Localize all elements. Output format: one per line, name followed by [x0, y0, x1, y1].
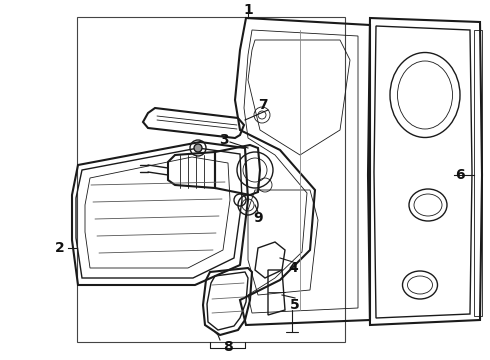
Text: 9: 9: [253, 211, 263, 225]
Text: 1: 1: [243, 3, 253, 17]
Text: 7: 7: [258, 98, 268, 112]
Text: 6: 6: [455, 168, 465, 182]
Text: 4: 4: [288, 261, 298, 275]
Circle shape: [194, 144, 202, 152]
Text: 8: 8: [223, 340, 233, 354]
Text: 2: 2: [55, 241, 65, 255]
Text: 3: 3: [219, 133, 229, 147]
Text: 5: 5: [290, 298, 300, 312]
